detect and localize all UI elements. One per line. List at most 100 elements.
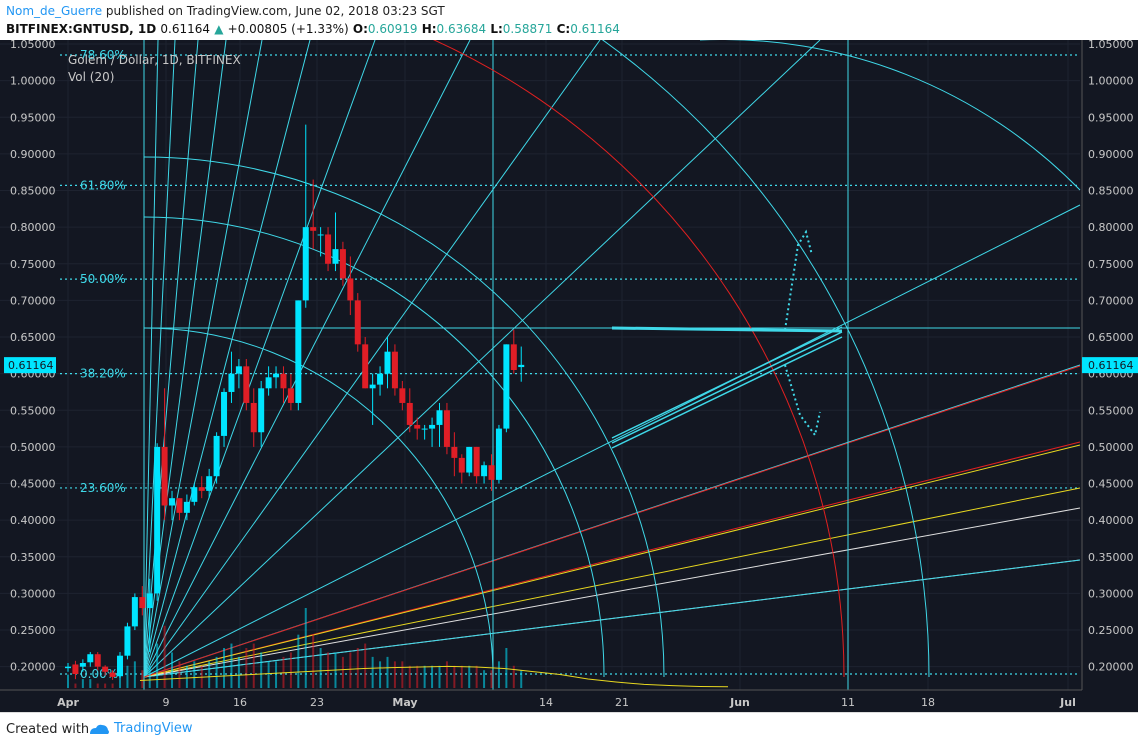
- fan-ray: [143, 487, 1081, 678]
- candle-body: [466, 446, 473, 473]
- volume-ma-line: [139, 665, 729, 688]
- close-label: C:: [556, 22, 571, 36]
- symbol-line: BITFINEX:GNTUSD, 1D 0.61164 ▲ +0.00805 (…: [6, 22, 620, 36]
- candle-body: [65, 666, 71, 669]
- candle-body: [146, 593, 153, 609]
- volume-bar: [371, 656, 374, 688]
- candle-body: [518, 364, 525, 368]
- chart-canvas[interactable]: 78.60% 61.80% 50.00% 38.20% 23.60% 0.00% 1.05…: [0, 40, 1138, 712]
- fan-ray: [143, 40, 311, 678]
- volume-bar: [148, 665, 151, 688]
- candle-body: [339, 249, 346, 279]
- candle-body: [384, 351, 391, 374]
- candle-body: [228, 373, 235, 392]
- candle-body: [258, 388, 265, 433]
- volume-bar: [74, 683, 77, 688]
- candle-body: [117, 655, 124, 677]
- volume-bar: [319, 648, 322, 688]
- volume-bar: [156, 643, 159, 688]
- price-tick-label: 0.95000: [1088, 111, 1134, 124]
- volume-bars: [67, 608, 729, 688]
- fibonacci-levels: 78.60% 61.80% 50.00% 38.20% 23.60% 0.00%: [60, 48, 1080, 681]
- volume-bar: [223, 648, 226, 688]
- price-tick-label: 0.55000: [1088, 404, 1134, 417]
- volume-bar: [416, 665, 419, 688]
- volume-bar: [245, 648, 248, 688]
- volume-bar: [67, 674, 69, 688]
- candle-body: [473, 446, 480, 477]
- left-price-tick-label: 0.55000: [10, 404, 56, 417]
- fan-ray: [143, 365, 1081, 678]
- time-tick-label: 18: [921, 696, 935, 709]
- candle-body: [161, 446, 168, 506]
- chart-header: Nom_de_Guerre published on TradingView.c…: [0, 0, 1138, 40]
- volume-bar: [304, 608, 307, 688]
- close-value: 0.61164: [570, 22, 620, 36]
- candle-body: [317, 234, 324, 236]
- candle-body: [391, 351, 398, 389]
- left-price-tick-label: 0.75000: [10, 258, 56, 271]
- volume-legend: Vol (20): [68, 70, 115, 84]
- left-price-tick-label: 0.50000: [10, 441, 56, 454]
- price-badge-left: [4, 357, 56, 374]
- candle-body: [206, 476, 213, 491]
- price-tick-label: 0.45000: [1088, 478, 1134, 491]
- candle-body: [176, 498, 183, 513]
- volume-bar: [104, 683, 107, 688]
- trend-line: [611, 336, 843, 449]
- candle-body: [154, 446, 161, 594]
- price-tick-label: 0.85000: [1088, 185, 1134, 198]
- volume-bar: [505, 648, 508, 688]
- volume-bar: [133, 661, 136, 688]
- volume-bar: [193, 661, 196, 688]
- price-tick-label: 0.70000: [1088, 294, 1134, 307]
- fan-ray: [143, 40, 159, 678]
- tradingview-link[interactable]: TradingView: [88, 721, 193, 736]
- left-price-tick-label: 0.40000: [10, 514, 56, 527]
- volume-bar: [520, 670, 523, 688]
- fan-ray: [143, 40, 199, 678]
- author-link[interactable]: Nom_de_Guerre: [6, 4, 103, 18]
- left-price-tick-label: 0.90000: [10, 148, 56, 161]
- chart-background: [0, 40, 1138, 712]
- candle-body: [421, 428, 428, 430]
- volume-bar: [356, 648, 359, 688]
- volume-bar: [267, 661, 270, 688]
- volume-bar: [96, 683, 99, 688]
- candle-body: [302, 227, 309, 301]
- candle-body: [503, 344, 510, 429]
- candle-body: [488, 465, 495, 480]
- volume-bar: [185, 665, 188, 688]
- volume-bar: [126, 665, 129, 688]
- candle-body: [72, 664, 79, 674]
- volume-bar: [408, 665, 411, 688]
- price-badge-left-label: 0.61164: [8, 359, 54, 372]
- time-tick-label: Jul: [1059, 696, 1076, 709]
- candle-body: [451, 446, 458, 458]
- candle-body: [183, 501, 190, 513]
- fan-ray: [143, 40, 601, 678]
- volume-bar: [208, 661, 211, 688]
- volume-bar: [215, 656, 218, 688]
- fib-level-label: 50.00%: [80, 272, 126, 286]
- left-price-tick-label: 0.70000: [10, 294, 56, 307]
- price-tick-label: 0.40000: [1088, 514, 1134, 527]
- volume-bar: [460, 665, 463, 688]
- candle-body: [169, 498, 176, 506]
- volume-bar: [111, 683, 114, 688]
- volume-bar: [453, 665, 456, 688]
- low-label: L:: [490, 22, 503, 36]
- candle-body: [458, 457, 465, 473]
- price-badge-right-label: 0.61164: [1088, 359, 1134, 372]
- candle-body: [109, 672, 116, 677]
- last-price: 0.61164: [160, 22, 211, 36]
- volume-bar: [171, 652, 174, 688]
- candle-body: [102, 666, 109, 672]
- fib-level-label: 78.60%: [80, 48, 126, 62]
- fib-arc: [601, 40, 930, 678]
- volume-bar: [297, 634, 300, 688]
- trend-line: [611, 326, 843, 439]
- time-tick-label: 23: [310, 696, 324, 709]
- fan-ray: [143, 507, 1081, 678]
- candle-body: [406, 402, 413, 425]
